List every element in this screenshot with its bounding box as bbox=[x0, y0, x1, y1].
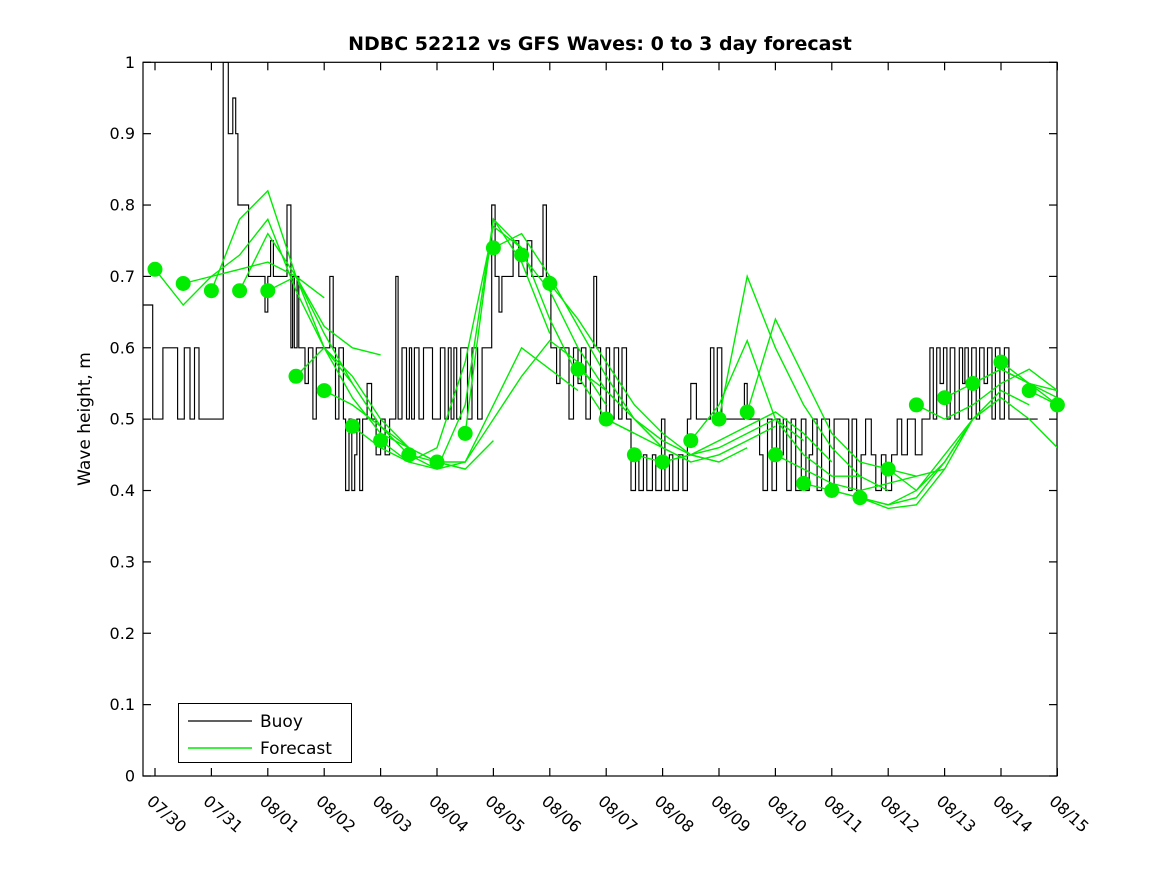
forecast-run-line bbox=[718, 273, 889, 492]
forecast-run-line bbox=[662, 411, 833, 463]
forecast-start-marker bbox=[598, 411, 614, 427]
forecast-start-marker bbox=[767, 447, 783, 463]
legend-buoy-label: Buoy bbox=[260, 712, 303, 732]
forecast-start-marker bbox=[1049, 397, 1065, 413]
x-tick-label: 08/06 bbox=[538, 791, 585, 836]
forecast-start-marker bbox=[429, 454, 445, 470]
forecast-start-marker bbox=[147, 261, 163, 277]
forecast-run-line bbox=[351, 225, 523, 463]
x-tick-label: 08/14 bbox=[989, 791, 1036, 836]
y-tick-label: 0.6 bbox=[110, 338, 135, 357]
forecast-start-marker bbox=[908, 397, 924, 413]
forecast-start-marker bbox=[937, 390, 953, 406]
forecast-start-marker bbox=[965, 376, 981, 391]
forecast-start-marker bbox=[796, 475, 812, 491]
x-tick-label: 07/30 bbox=[143, 791, 190, 836]
forecast-start-marker bbox=[880, 461, 896, 477]
forecast-start-marker bbox=[570, 361, 586, 377]
y-tick-label: 0.1 bbox=[110, 695, 135, 714]
forecast-start-marker bbox=[316, 383, 332, 399]
x-tick-label: 08/05 bbox=[482, 791, 529, 836]
forecast-start-marker bbox=[401, 447, 417, 463]
forecast-run-line bbox=[577, 368, 748, 463]
chart-title: NDBC 52212 vs GFS Waves: 0 to 3 day fore… bbox=[348, 33, 852, 55]
forecast-start-marker bbox=[626, 447, 642, 463]
forecast-run-line bbox=[972, 368, 1057, 399]
y-tick-label: 1 bbox=[125, 53, 135, 72]
x-tick-label: 08/10 bbox=[764, 791, 811, 836]
x-tick-label: 08/09 bbox=[707, 791, 754, 836]
forecast-start-marker bbox=[542, 276, 558, 291]
y-tick-label: 0.2 bbox=[110, 624, 135, 643]
forecast-run-line bbox=[408, 346, 579, 470]
forecast-run-line bbox=[605, 418, 776, 463]
x-tick-label: 08/11 bbox=[820, 791, 867, 836]
y-tick-label: 0.7 bbox=[110, 267, 135, 286]
forecast-start-marker bbox=[683, 433, 699, 449]
forecast-run-line bbox=[859, 389, 1030, 510]
forecast-run-line bbox=[887, 396, 1057, 492]
forecast-start-marker bbox=[344, 418, 360, 434]
y-tick-label: 0.9 bbox=[110, 124, 135, 143]
forecast-start-marker bbox=[852, 490, 868, 506]
forecast-run-line bbox=[437, 339, 607, 463]
forecast-start-marker bbox=[1021, 383, 1037, 399]
y-tick-label: 0.5 bbox=[110, 410, 135, 429]
legend-box bbox=[178, 703, 352, 763]
forecast-start-marker bbox=[739, 404, 755, 420]
legend-forecast-label: Forecast bbox=[260, 739, 332, 759]
y-tick-label: 0.3 bbox=[110, 552, 135, 571]
forecast-run-line bbox=[690, 338, 860, 477]
forecast-run-line bbox=[916, 368, 1057, 420]
buoy-line bbox=[143, 62, 1038, 492]
x-tick-label: 07/31 bbox=[200, 791, 247, 836]
forecast-start-marker bbox=[260, 283, 276, 299]
x-tick-label: 08/13 bbox=[933, 791, 980, 836]
forecast-start-marker bbox=[655, 454, 671, 470]
forecast-start-marker bbox=[993, 354, 1009, 370]
y-tick-label: 0.8 bbox=[110, 196, 135, 215]
y-tick-label: 0 bbox=[125, 767, 135, 786]
x-tick-label: 08/03 bbox=[369, 791, 416, 836]
forecast-run-line bbox=[831, 397, 1002, 506]
forecast-run-line bbox=[238, 232, 410, 449]
forecast-start-marker bbox=[485, 240, 501, 256]
x-tick-label: 08/01 bbox=[256, 791, 303, 836]
y-axis-label: Wave height, m bbox=[75, 352, 95, 486]
x-tick-label: 08/12 bbox=[876, 791, 923, 836]
forecast-run-line bbox=[210, 189, 381, 356]
x-tick-label: 08/04 bbox=[425, 791, 472, 836]
x-tick-label: 08/15 bbox=[1046, 791, 1093, 836]
forecast-start-marker bbox=[711, 411, 727, 427]
forecast-start-marker bbox=[824, 483, 840, 498]
x-tick-label: 08/08 bbox=[651, 791, 698, 836]
forecast-start-marker bbox=[373, 433, 389, 449]
forecast-start-marker bbox=[175, 276, 191, 291]
x-tick-label: 08/07 bbox=[594, 791, 641, 836]
forecast-start-marker bbox=[457, 425, 473, 441]
forecast-start-marker bbox=[203, 283, 219, 299]
x-tick-label: 08/02 bbox=[312, 791, 359, 836]
forecast-start-marker bbox=[288, 368, 304, 384]
legend: Buoy Forecast bbox=[178, 703, 352, 763]
forecast-start-marker bbox=[514, 247, 530, 263]
y-tick-label: 0.4 bbox=[110, 481, 135, 500]
forecast-start-marker bbox=[232, 283, 248, 299]
